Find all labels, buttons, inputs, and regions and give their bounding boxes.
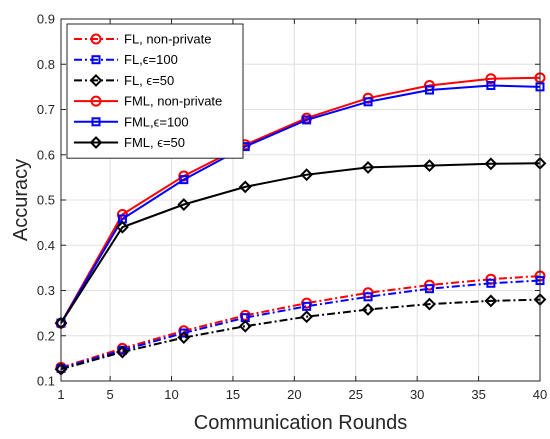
- legend-label: FML, non-private: [124, 94, 222, 109]
- legend-label: FML, ϵ=50: [124, 135, 185, 150]
- data-point-marker: [177, 198, 191, 211]
- legend-entry: FL, ϵ=50: [74, 73, 174, 88]
- data-point-marker: [363, 292, 373, 302]
- x-tick-label: 20: [287, 387, 301, 402]
- data-point-marker: [302, 301, 312, 311]
- series-line: [60, 298, 541, 371]
- legend-entry: FML,ϵ=100: [74, 114, 189, 129]
- data-point-marker: [363, 97, 373, 107]
- legend-marker: [89, 73, 103, 87]
- legend-label: FL, non-private: [124, 32, 211, 47]
- data-point-marker: [484, 294, 498, 308]
- x-axis-title: Communication Rounds: [194, 412, 407, 434]
- data-point-marker: [115, 345, 129, 359]
- series-line: [60, 275, 541, 369]
- legend-marker: [91, 55, 101, 65]
- legend-marker: [91, 117, 101, 127]
- series-line: [60, 84, 541, 324]
- y-tick-label: 0.8: [37, 57, 55, 72]
- data-point-marker: [486, 81, 496, 91]
- data-point-marker: [486, 278, 496, 288]
- x-tick-label: 5: [107, 387, 114, 402]
- y-tick-label: 0.9: [37, 12, 55, 27]
- x-tick-label: 40: [533, 387, 547, 402]
- data-point-marker: [484, 157, 498, 171]
- legend-entry: FL,ϵ=100: [74, 52, 178, 67]
- legend-marker: [90, 33, 102, 45]
- data-point-marker: [300, 168, 314, 182]
- data-point-marker: [302, 115, 312, 125]
- x-tick-label: 15: [226, 387, 240, 402]
- x-tick-label: 10: [164, 387, 178, 402]
- data-point-marker: [179, 175, 189, 185]
- y-tick-label: 0.7: [37, 102, 55, 117]
- legend-label: FL,ϵ=100: [124, 52, 178, 67]
- y-tick-label: 0.4: [37, 238, 55, 253]
- series-line: [60, 279, 541, 370]
- legend-label: FML,ϵ=100: [124, 114, 189, 129]
- legend-marker: [89, 136, 103, 149]
- legend-box: [66, 23, 244, 159]
- data-point-marker: [238, 319, 252, 333]
- data-point-marker: [361, 161, 375, 174]
- data-point-marker: [115, 220, 129, 234]
- data-point-marker: [177, 331, 191, 344]
- legend-entry: FML, non-private: [74, 94, 222, 109]
- data-point-marker: [423, 297, 436, 311]
- y-tick-label: 0.6: [37, 147, 55, 162]
- x-tick-label: 25: [349, 387, 363, 402]
- data-point-marker: [300, 310, 314, 324]
- y-tick-label: 0.3: [37, 283, 55, 298]
- legend-entry: FL, non-private: [74, 32, 211, 47]
- x-tick-label: 30: [410, 387, 424, 402]
- series-line: [60, 162, 541, 324]
- y-axis-title: Accuracy: [10, 159, 32, 241]
- y-tick-label: 0.2: [37, 328, 55, 343]
- y-tick-label: 0.5: [37, 193, 55, 208]
- data-point-marker: [424, 85, 434, 95]
- y-tick-label: 0.1: [37, 374, 55, 389]
- legend-label: FL, ϵ=50: [124, 73, 174, 88]
- data-point-marker: [179, 328, 189, 338]
- data-point-marker: [485, 73, 497, 85]
- data-point-marker: [424, 284, 434, 294]
- ticks: 1 5 10 15 20 25 30 35 400.10.20.30.40.50.60.70.8…: [37, 12, 547, 403]
- x-tick-label: 35: [471, 387, 485, 402]
- data-point-marker: [361, 303, 375, 316]
- legend-marker: [90, 95, 102, 107]
- data-point-marker: [238, 180, 252, 194]
- legend: FL, non-private FL,ϵ=100 FL, ϵ=50 FML, non-…: [66, 23, 244, 159]
- x-tick-label: 1: [57, 387, 64, 402]
- series-line: [60, 76, 541, 324]
- data-point-marker: [423, 159, 436, 173]
- legend-entry: FML, ϵ=50: [74, 135, 185, 150]
